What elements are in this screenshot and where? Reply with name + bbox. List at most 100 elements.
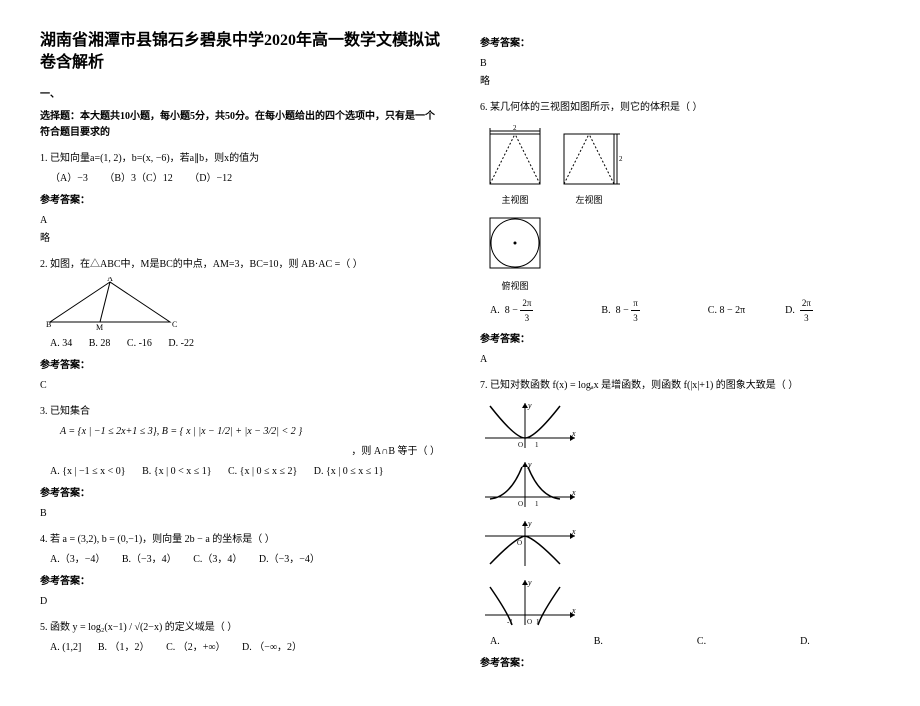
svg-text:1: 1	[536, 618, 540, 626]
q2-ans: C	[40, 378, 440, 394]
svg-text:y: y	[527, 519, 532, 528]
right-column: 参考答案： B 略 6. 某几何体的三视图如图所示，则它的体积是（ ） 2	[480, 30, 880, 676]
q5-ans-label: 参考答案：	[480, 36, 880, 52]
q7-opt-a: A.	[490, 634, 500, 650]
q5-opt-c: C. （2，+∞）	[166, 642, 225, 653]
svg-text:O: O	[518, 441, 523, 449]
svg-text:M: M	[96, 323, 103, 332]
q2-options: A. 34 B. 28 C. -16 D. -22	[50, 336, 440, 352]
q3-text-b: ，则 A∩B 等于（ ）	[40, 444, 440, 460]
section-desc: 选择题：本大题共10小题，每小题5分，共50分。在每小题给出的四个选项中，只有是…	[40, 109, 440, 141]
q2-text: 2. 如图，在△ABC中，M是BC的中点，AM=3，BC=10，则 AB·AC …	[40, 257, 440, 273]
q5-ans: B	[480, 56, 880, 72]
q4-text: 4. 若 a = (3,2), b = (0,−1)，则向量 2b − a 的坐…	[40, 532, 440, 548]
q6-side-label: 左视图	[554, 193, 624, 206]
q7-options: A. B. C. D.	[490, 634, 880, 650]
svg-text:2: 2	[619, 155, 623, 163]
svg-text:y: y	[527, 578, 532, 587]
q6-opt-a: A. 8 − 2π3	[490, 296, 561, 326]
svg-text:O: O	[517, 539, 522, 547]
q7-graph-b: x y O 1	[480, 457, 580, 512]
q6-views-row1: 2 主视图 2 左视图	[480, 120, 880, 206]
question-6: 6. 某几何体的三视图如图所示，则它的体积是（ ） 2 主视图	[480, 100, 880, 368]
q4-opt-c: C.（3，4）	[193, 554, 242, 565]
q6-opt-d: D. 2π3	[785, 296, 841, 326]
question-4: 4. 若 a = (3,2), b = (0,−1)，则向量 2b − a 的坐…	[40, 532, 440, 610]
svg-text:O: O	[518, 500, 523, 508]
q3-ans: B	[40, 506, 440, 522]
q3-text-a: 3. 已知集合	[40, 406, 90, 417]
svg-text:2: 2	[513, 124, 517, 132]
q5-opt-b: B. （1，2）	[98, 642, 150, 653]
svg-text:y: y	[527, 460, 532, 469]
q6-text: 6. 某几何体的三视图如图所示，则它的体积是（ ）	[480, 100, 880, 116]
q6-side-view: 2 左视图	[554, 120, 624, 206]
svg-text:O: O	[527, 618, 532, 626]
q6-ans: A	[480, 352, 880, 368]
question-2: 2. 如图，在△ABC中，M是BC的中点，AM=3，BC=10，则 AB·AC …	[40, 257, 440, 394]
q1-opt-d: （D）−12	[189, 173, 232, 184]
q3-options: A. {x | −1 ≤ x < 0} B. {x | 0 < x ≤ 1} C…	[50, 464, 440, 480]
q2-triangle-figure: A B C M	[40, 277, 180, 332]
exam-title: 湖南省湘潭市县锦石乡碧泉中学2020年高一数学文模拟试卷含解析	[40, 30, 440, 75]
q3-opt-c: C. {x | 0 ≤ x ≤ 2}	[228, 466, 297, 477]
q3-sets: A = {x | −1 ≤ 2x+1 ≤ 3}, B = { x | |x − …	[60, 424, 440, 440]
q3-text: 3. 已知集合	[40, 404, 440, 420]
section-number: 一、	[40, 87, 440, 103]
q7-graph-a: x y O 1	[480, 398, 580, 453]
svg-text:B: B	[46, 320, 51, 329]
svg-text:1: 1	[535, 500, 539, 508]
q7-ans-label: 参考答案：	[480, 656, 880, 672]
q3-opt-b: B. {x | 0 < x ≤ 1}	[142, 466, 211, 477]
q5-opt-d: D. （−∞，2）	[242, 642, 302, 653]
q2-opt-a: A. 34	[50, 338, 72, 349]
svg-text:x: x	[571, 429, 576, 438]
q6-options: A. 8 − 2π3 B. 8 − π3 C. 8 − 2π D. 2π3	[490, 296, 880, 326]
svg-text:x: x	[571, 527, 576, 536]
q7-opt-d: D.	[800, 634, 810, 650]
question-1: 1. 已知向量a=(1, 2)，b=(x, −6)，若a∥b，则x的值为 （A）…	[40, 151, 440, 247]
q4-ans: D	[40, 594, 440, 610]
q7-opt-b: B.	[594, 634, 603, 650]
svg-text:A: A	[107, 277, 113, 283]
q2-opt-c: C. -16	[127, 338, 152, 349]
q1-ans-label: 参考答案：	[40, 193, 440, 209]
q1-note: 略	[40, 231, 440, 247]
q6-opt-c: C. 8 − 2π	[708, 303, 745, 319]
svg-text:C: C	[172, 320, 177, 329]
question-7: 7. 已知对数函数 f(x) = logₐx 是增函数，则函数 f(|x|+1)…	[480, 378, 880, 672]
q1-ans: A	[40, 213, 440, 229]
q7-graph-d: x y O -1 1	[480, 575, 580, 630]
q3-opt-d: D. {x | 0 ≤ x ≤ 1}	[314, 466, 384, 477]
q4-ans-label: 参考答案：	[40, 574, 440, 590]
q6-ans-label: 参考答案：	[480, 332, 880, 348]
q7-text: 7. 已知对数函数 f(x) = logₐx 是增函数，则函数 f(|x|+1)…	[480, 378, 880, 394]
question-3: 3. 已知集合 A = {x | −1 ≤ 2x+1 ≤ 3}, B = { x…	[40, 404, 440, 522]
q1-opt-a: （A）−3	[50, 173, 88, 184]
left-column: 湖南省湘潭市县锦石乡碧泉中学2020年高一数学文模拟试卷含解析 一、 选择题：本…	[40, 30, 440, 676]
q6-top-view: 俯视图	[480, 210, 880, 292]
q2-opt-d: D. -22	[168, 338, 194, 349]
svg-text:y: y	[527, 401, 532, 410]
q5-text: 5. 函数 y = log₂(x−1) / √(2−x) 的定义域是（ ）	[40, 620, 440, 636]
svg-text:-1: -1	[507, 618, 513, 626]
q4-opt-d: D.（−3，−4）	[259, 554, 320, 565]
q1-text: 1. 已知向量a=(1, 2)，b=(x, −6)，若a∥b，则x的值为	[40, 151, 440, 167]
svg-text:x: x	[571, 606, 576, 615]
svg-text:x: x	[571, 488, 576, 497]
q4-opt-a: A.（3，−4）	[50, 554, 105, 565]
q2-ans-label: 参考答案：	[40, 358, 440, 374]
q2-opt-b: B. 28	[89, 338, 111, 349]
q3-ans-label: 参考答案：	[40, 486, 440, 502]
q7-opt-c: C.	[697, 634, 706, 650]
question-5: 5. 函数 y = log₂(x−1) / √(2−x) 的定义域是（ ） A.…	[40, 620, 440, 656]
q4-options: A.（3，−4） B.（−3，4） C.（3，4） D.（−3，−4）	[50, 552, 440, 568]
q5-options: A. (1,2] B. （1，2） C. （2，+∞） D. （−∞，2）	[50, 640, 440, 656]
svg-text:1: 1	[535, 441, 539, 449]
q3-opt-a: A. {x | −1 ≤ x < 0}	[50, 466, 126, 477]
q6-front-label: 主视图	[480, 193, 550, 206]
q7-graph-c: x y O	[480, 516, 580, 571]
q6-top-label: 俯视图	[480, 279, 550, 292]
exam-page: 湖南省湘潭市县锦石乡碧泉中学2020年高一数学文模拟试卷含解析 一、 选择题：本…	[40, 30, 880, 676]
q6-opt-b: B. 8 − π3	[601, 296, 667, 326]
